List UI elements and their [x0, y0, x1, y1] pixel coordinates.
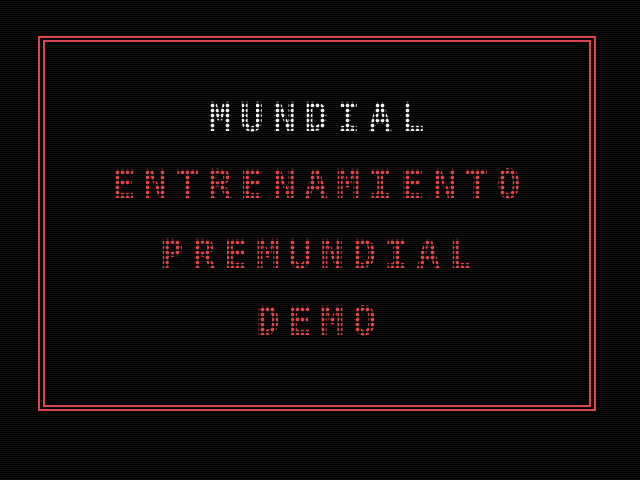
menu-frame-inner	[43, 40, 591, 407]
menu-item-mundial[interactable]: MUNDIAL	[0, 98, 640, 138]
menu-frame-outer	[38, 36, 596, 411]
menu-item-entrenamiento[interactable]: ENTRENAMIENTO	[0, 165, 640, 205]
menu-item-premundial[interactable]: PREMUNDIAL	[0, 235, 640, 275]
menu-item-demo[interactable]: DEMO	[0, 302, 640, 342]
